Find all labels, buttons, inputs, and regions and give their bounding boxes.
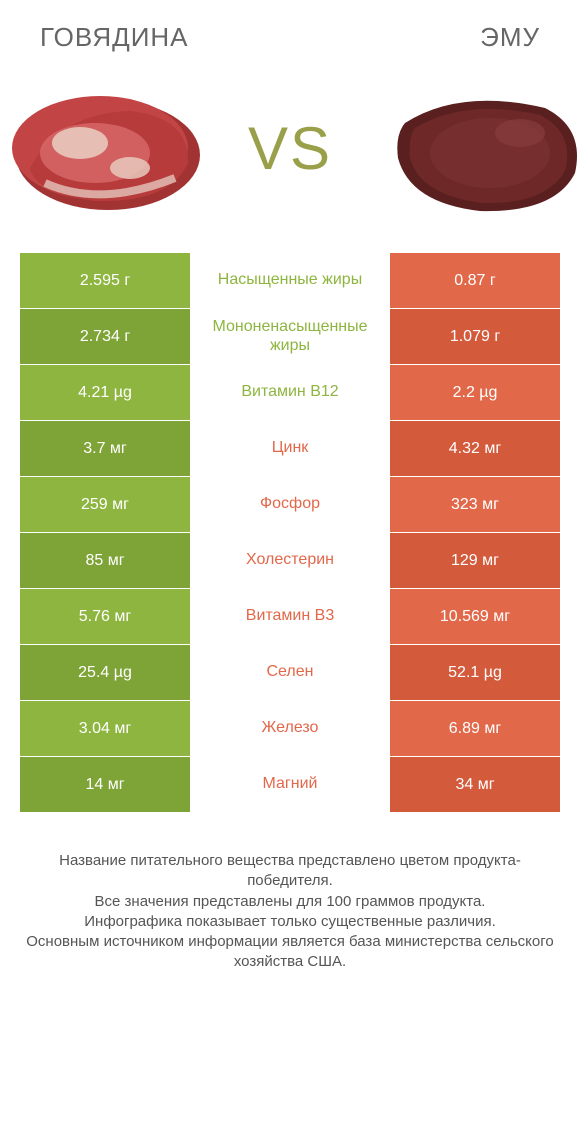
right-title: ЭМУ <box>480 22 540 53</box>
right-value: 323 мг <box>390 477 560 532</box>
left-value: 2.734 г <box>20 309 190 364</box>
footer-note: Название питательного вещества представл… <box>0 813 580 973</box>
right-value: 6.89 мг <box>390 701 560 756</box>
nutrient-label: Витамин B12 <box>190 365 390 420</box>
emu-image <box>370 73 580 223</box>
table-row: 259 мгФосфор323 мг <box>20 477 560 533</box>
left-value: 259 мг <box>20 477 190 532</box>
right-value: 4.32 мг <box>390 421 560 476</box>
nutrient-label: Селен <box>190 645 390 700</box>
table-row: 3.04 мгЖелезо6.89 мг <box>20 701 560 757</box>
right-value: 1.079 г <box>390 309 560 364</box>
beef-image <box>0 73 210 223</box>
right-value: 34 мг <box>390 757 560 812</box>
table-row: 85 мгХолестерин129 мг <box>20 533 560 589</box>
nutrient-label: Холестерин <box>190 533 390 588</box>
table-row: 2.595 гНасыщенные жиры0.87 г <box>20 253 560 309</box>
left-value: 4.21 µg <box>20 365 190 420</box>
table-row: 25.4 µgСелен52.1 µg <box>20 645 560 701</box>
footer-line: Инфографика показывает только существенн… <box>26 912 554 932</box>
left-value: 14 мг <box>20 757 190 812</box>
table-row: 4.21 µgВитамин B122.2 µg <box>20 365 560 421</box>
right-value: 10.569 мг <box>390 589 560 644</box>
table-row: 2.734 гМононенасыщенные жиры1.079 г <box>20 309 560 365</box>
nutrient-label: Цинк <box>190 421 390 476</box>
left-value: 25.4 µg <box>20 645 190 700</box>
left-title: ГОВЯДИНА <box>40 22 189 53</box>
nutrient-label: Магний <box>190 757 390 812</box>
nutrient-label: Железо <box>190 701 390 756</box>
table-row: 14 мгМагний34 мг <box>20 757 560 813</box>
header: ГОВЯДИНА ЭМУ <box>0 0 580 63</box>
footer-line: Все значения представлены для 100 граммо… <box>26 892 554 912</box>
right-value: 129 мг <box>390 533 560 588</box>
left-value: 3.04 мг <box>20 701 190 756</box>
nutrient-label: Витамин B3 <box>190 589 390 644</box>
right-value: 2.2 µg <box>390 365 560 420</box>
nutrient-label: Фосфор <box>190 477 390 532</box>
left-value: 2.595 г <box>20 253 190 308</box>
table-row: 5.76 мгВитамин B310.569 мг <box>20 589 560 645</box>
nutrient-label: Насыщенные жиры <box>190 253 390 308</box>
footer-line: Основным источником информации является … <box>26 932 554 973</box>
left-value: 3.7 мг <box>20 421 190 476</box>
right-value: 52.1 µg <box>390 645 560 700</box>
vs-row: VS <box>0 63 580 253</box>
left-value: 85 мг <box>20 533 190 588</box>
vs-label: VS <box>248 114 332 183</box>
table-row: 3.7 мгЦинк4.32 мг <box>20 421 560 477</box>
nutrient-label: Мононенасыщенные жиры <box>190 309 390 364</box>
footer-line: Название питательного вещества представл… <box>26 851 554 892</box>
comparison-table: 2.595 гНасыщенные жиры0.87 г2.734 гМонон… <box>20 253 560 813</box>
left-value: 5.76 мг <box>20 589 190 644</box>
right-value: 0.87 г <box>390 253 560 308</box>
